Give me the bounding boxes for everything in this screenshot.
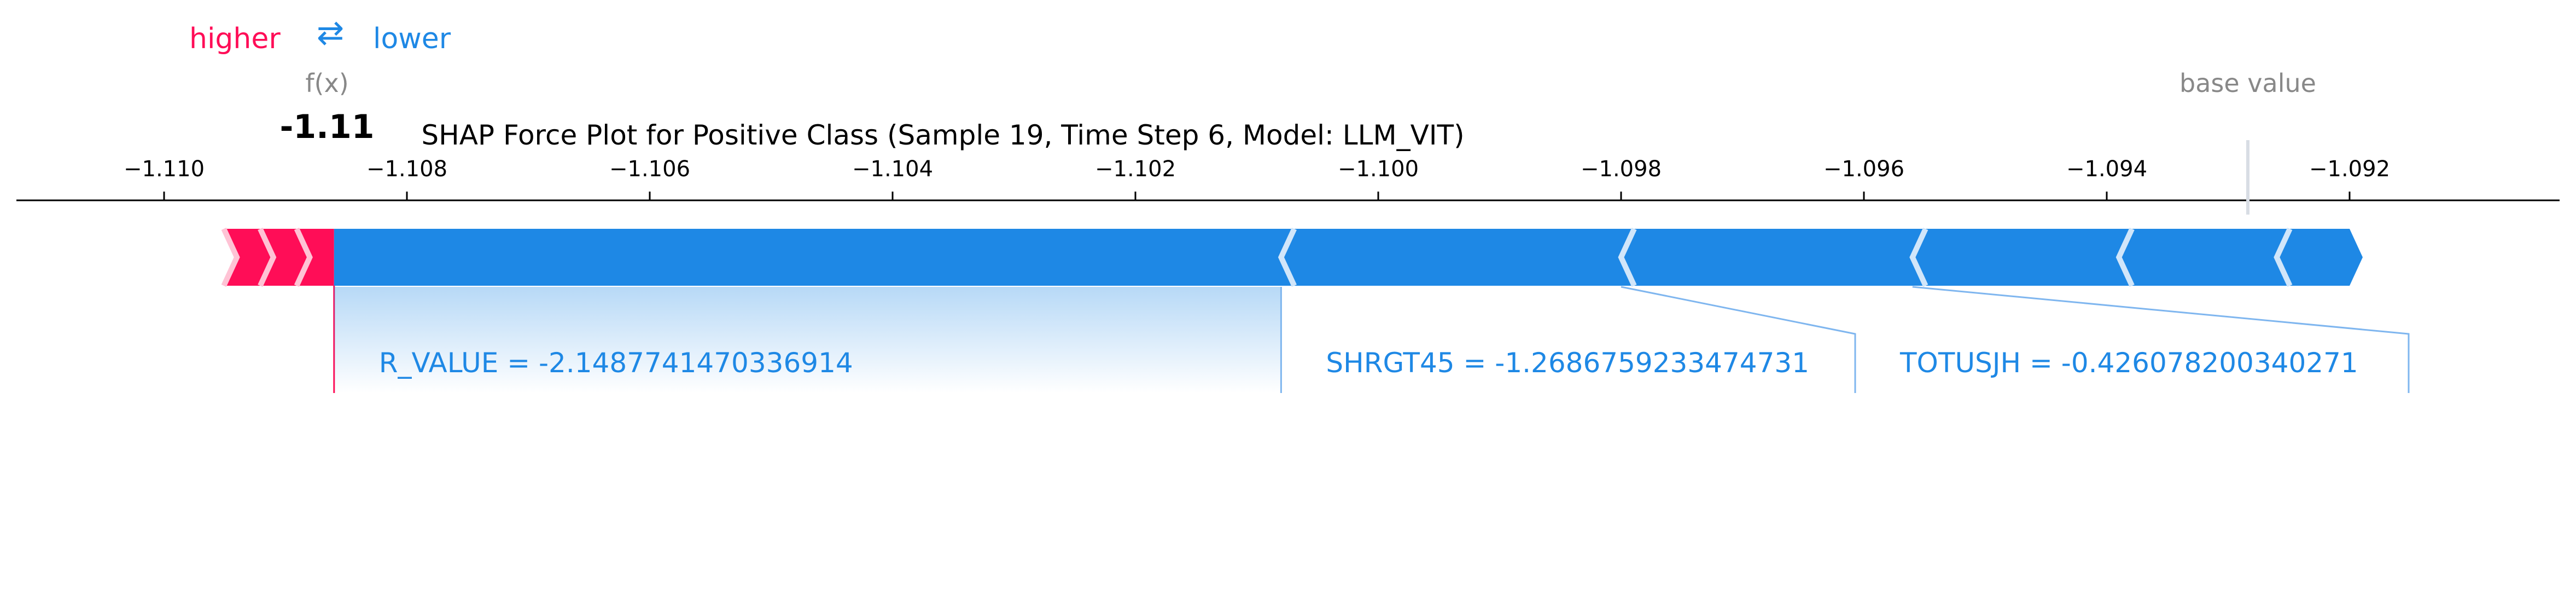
x-tick-label: −1.094 xyxy=(2066,157,2147,182)
feature-label-shrgt45: SHRGT45 = -1.2686759233474731 xyxy=(1326,347,1809,379)
x-tick-label: −1.092 xyxy=(2309,157,2390,182)
negative-force-bar xyxy=(334,229,2363,286)
fx-value: -1.11 xyxy=(280,108,375,146)
x-tick-label: −1.106 xyxy=(609,157,690,182)
negative-separator xyxy=(2115,227,2135,287)
feature-connector xyxy=(1912,286,2410,393)
legend-swap-arrow-icon: ⇄ xyxy=(317,14,344,52)
negative-separator xyxy=(1278,227,1297,287)
positive-separator xyxy=(294,227,313,287)
x-tick-label: −1.102 xyxy=(1095,157,1176,182)
x-tick-label: −1.100 xyxy=(1338,157,1419,182)
x-tick-label: −1.098 xyxy=(1581,157,1662,182)
feature-connector xyxy=(1621,286,1856,393)
feature-annotations: R_VALUE = -2.1487741470336914 SHRGT45 = -… xyxy=(333,286,2410,393)
positive-force-bar xyxy=(225,229,334,286)
negative-separator xyxy=(2274,227,2293,287)
feature-label-totusjh: TOTUSJH = -0.426078200340271 xyxy=(1899,347,2358,379)
positive-separator xyxy=(258,227,277,287)
base-value-label: base value xyxy=(2179,68,2316,98)
legend-lower-label: lower xyxy=(373,22,451,55)
fx-label: f(x) xyxy=(305,68,348,98)
legend-higher-label: higher xyxy=(189,22,281,55)
x-tick-label: −1.096 xyxy=(1823,157,1904,182)
feature-gradient xyxy=(334,287,1281,393)
force-bars xyxy=(221,227,2363,287)
chart-title: SHAP Force Plot for Positive Class (Samp… xyxy=(421,119,1464,151)
feature-label-r-value: R_VALUE = -2.1487741470336914 xyxy=(379,347,853,379)
negative-separator xyxy=(1909,227,1928,287)
negative-separator xyxy=(1618,227,1637,287)
x-axis-ticks: −1.110 −1.108 −1.106 −1.104 −1.102 −1.100 −1.0… xyxy=(124,157,2390,200)
x-tick-label: −1.110 xyxy=(124,157,205,182)
positive-separator xyxy=(221,227,240,287)
x-tick-label: −1.108 xyxy=(366,157,447,182)
x-tick-label: −1.104 xyxy=(852,157,933,182)
